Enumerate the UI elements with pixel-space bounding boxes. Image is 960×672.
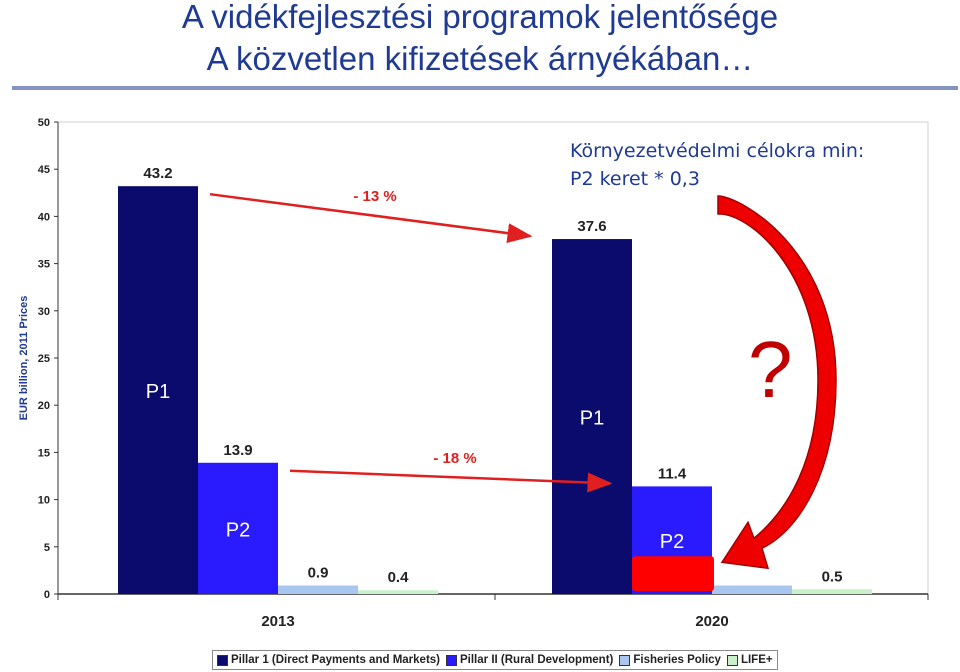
chart-legend: Pillar 1 (Direct Payments and Markets) Pi…: [212, 650, 778, 670]
legend-swatch: [217, 654, 228, 666]
y-axis-label: EUR billion, 2011 Prices: [18, 296, 30, 421]
data-label: 0.5: [822, 568, 843, 585]
y-tick-label: 40: [38, 211, 50, 223]
annotation-line-1: Környezetvédelmi célokra min:: [570, 140, 865, 162]
data-label: 0.9: [308, 565, 329, 582]
bar: [358, 590, 438, 594]
data-label: 37.6: [577, 218, 606, 235]
y-tick-label: 25: [38, 353, 50, 365]
annotation-line-2: P2 keret * 0,3: [570, 168, 700, 190]
curved-red-arrow: [717, 195, 837, 570]
y-tick-label: 0: [44, 589, 50, 601]
legend-swatch: [726, 654, 738, 666]
bar-inner-label: P2: [660, 531, 684, 553]
legend-item: Pillar II (Rural Development): [446, 654, 613, 666]
bar-inner-label: P2: [226, 519, 250, 541]
y-tick-label: 45: [38, 164, 50, 176]
legend-item: Fisheries Policy: [619, 654, 721, 666]
bar: [552, 239, 632, 594]
x-tick-label: 2020: [695, 613, 728, 630]
y-tick-label: 10: [38, 495, 50, 507]
y-tick-label: 20: [38, 400, 50, 412]
x-tick-label: 2013: [261, 613, 294, 630]
data-label: 13.9: [223, 442, 252, 459]
bar: [198, 462, 278, 594]
legend-item: LIFE+: [726, 654, 773, 666]
legend-label: LIFE+: [740, 654, 773, 666]
bar: [792, 589, 872, 594]
y-tick-label: 15: [38, 447, 50, 459]
legend-label: Pillar 1 (Direct Payments and Markets): [231, 654, 440, 666]
change-arrow: [289, 469, 613, 493]
y-tick-label: 5: [44, 542, 50, 554]
highlight-box: [632, 556, 714, 591]
title-divider: [12, 86, 958, 90]
bar-inner-label: P1: [580, 408, 604, 430]
page-title: A vidékfejlesztési programok jelentősége: [181, 0, 779, 35]
y-tick-label: 50: [38, 117, 50, 129]
bar: [118, 186, 198, 594]
bar: [712, 585, 792, 594]
change-arrow: [209, 192, 533, 244]
y-tick-label: 35: [38, 259, 50, 271]
legend-swatch: [446, 654, 457, 666]
legend-item: Pillar 1 (Direct Payments and Markets): [217, 654, 440, 666]
question-mark: ?: [748, 325, 793, 414]
change-label: - 18 %: [433, 450, 476, 467]
y-tick-label: 30: [38, 306, 50, 318]
legend-label: Pillar II (Rural Development): [460, 654, 614, 666]
page-subtitle: A közvetlen kifizetések árnyékában…: [206, 40, 754, 77]
data-label: 43.2: [143, 165, 172, 182]
bar-inner-label: P1: [146, 381, 170, 403]
legend-label: Fisheries Policy: [633, 654, 721, 666]
data-label: 0.4: [388, 569, 410, 586]
data-label: 11.4: [658, 465, 687, 482]
change-label: - 13 %: [353, 188, 396, 205]
bar: [278, 585, 358, 594]
legend-swatch: [619, 654, 631, 666]
